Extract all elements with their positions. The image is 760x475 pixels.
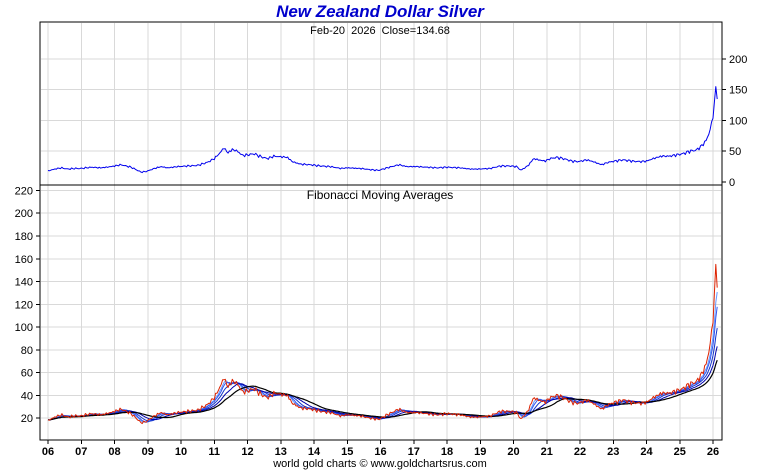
fibonacci-ma-lines xyxy=(47,291,718,423)
x-axis-tick-label: 13 xyxy=(275,446,287,458)
panel2-title: Fibonacci Moving Averages xyxy=(306,188,454,202)
x-axis-tick-label: 16 xyxy=(374,446,386,458)
x-axis-tick-label: 19 xyxy=(474,446,486,458)
x-axis-tick-label: 22 xyxy=(574,446,586,458)
x-axis-tick-label: 09 xyxy=(142,446,154,458)
x-axis-tick-label: 21 xyxy=(541,446,553,458)
x-axis-tick-label: 07 xyxy=(75,446,87,458)
left-axis-tick-label: 200 xyxy=(15,208,33,220)
x-axis-tick-label: 08 xyxy=(108,446,120,458)
footer-credit: world gold charts © www.goldchartsrus.co… xyxy=(273,458,487,470)
left-axis-tick-label: 40 xyxy=(21,390,33,402)
price-line-top xyxy=(47,86,718,174)
left-axis-tick-label: 100 xyxy=(15,322,33,334)
x-axis-tick-label: 17 xyxy=(408,446,420,458)
x-axis-tick-label: 25 xyxy=(674,446,686,458)
x-axis-tick-label: 12 xyxy=(241,446,253,458)
axis-labels: 0 50 100 150 200 20 40 60 80 100 120 140 160 180 200 22… xyxy=(15,54,748,458)
left-axis-tick-label: 20 xyxy=(21,413,33,425)
left-axis-tick-label: 80 xyxy=(21,345,33,357)
x-axis-tick-label: 23 xyxy=(607,446,619,458)
x-axis-tick-label: 18 xyxy=(441,446,453,458)
x-axis-tick-label: 20 xyxy=(507,446,519,458)
left-axis-tick-label: 140 xyxy=(15,277,33,289)
left-axis-tick-label: 160 xyxy=(15,254,33,266)
x-axis-tick-label: 10 xyxy=(175,446,187,458)
left-axis-tick-label: 120 xyxy=(15,299,33,311)
right-axis-tick-label: 200 xyxy=(729,54,747,66)
x-axis-tick-label: 26 xyxy=(707,446,719,458)
right-axis-tick-label: 0 xyxy=(729,177,735,189)
right-axis-tick-label: 50 xyxy=(729,146,741,158)
chart-subtitle: Feb-20 2026 Close=134.68 xyxy=(310,25,450,37)
left-axis-tick-label: 180 xyxy=(15,231,33,243)
x-axis-tick-label: 24 xyxy=(640,446,653,458)
left-axis-tick-label: 60 xyxy=(21,368,33,380)
x-axis-tick-label: 06 xyxy=(42,446,54,458)
gridlines xyxy=(41,23,721,439)
left-axis-tick-label: 220 xyxy=(15,185,33,197)
right-axis-tick-label: 100 xyxy=(729,115,747,127)
x-axis-tick-label: 14 xyxy=(308,446,321,458)
x-axis-tick-label: 15 xyxy=(341,446,353,458)
price-line-bottom xyxy=(47,263,718,425)
x-axis-tick-label: 11 xyxy=(208,446,220,458)
chart-title: New Zealand Dollar Silver xyxy=(276,2,484,21)
right-axis-tick-label: 150 xyxy=(729,85,747,97)
